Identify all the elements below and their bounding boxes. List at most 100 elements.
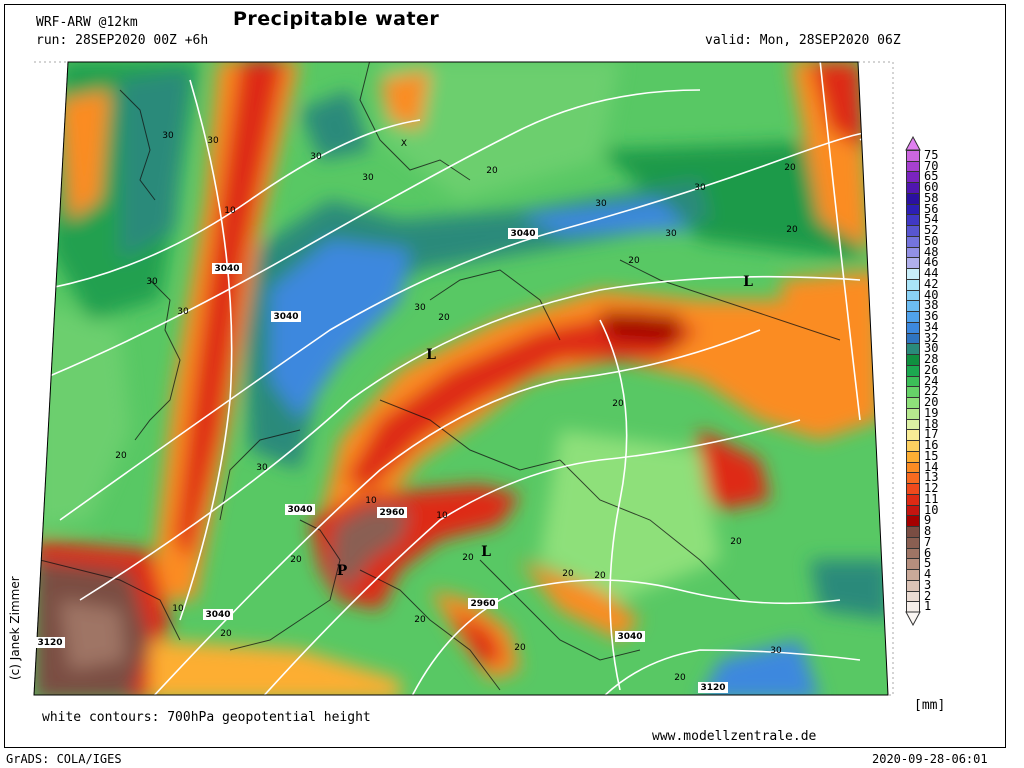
contour-label: 30 bbox=[770, 646, 782, 656]
contour-label-box bbox=[698, 682, 728, 693]
colorbar-label: 34 bbox=[924, 319, 939, 334]
contour-label-box bbox=[508, 228, 538, 239]
copyright-label: (c) Janek Zimmer bbox=[8, 576, 22, 680]
contour-label: 10 bbox=[172, 604, 184, 614]
pressure-center: L bbox=[481, 544, 491, 560]
colorbar-label: 58 bbox=[924, 190, 939, 205]
colorbar-label: 18 bbox=[924, 416, 939, 431]
colorbar-label: 10 bbox=[924, 502, 939, 517]
contour-label: 30 bbox=[595, 199, 607, 209]
contour-label: 20 bbox=[438, 313, 450, 323]
contour-label: 30 bbox=[665, 229, 677, 239]
contour-label: 20 bbox=[220, 629, 232, 639]
pressure-center: P bbox=[337, 563, 348, 579]
contour-label: 3040 bbox=[214, 264, 239, 274]
colorbar-label: 44 bbox=[924, 266, 939, 281]
colorbar-label: 22 bbox=[924, 384, 939, 399]
colorbar-label: 56 bbox=[924, 201, 939, 216]
contour-label: 30 bbox=[256, 463, 268, 473]
coastlines bbox=[39, 62, 841, 691]
figure-frame bbox=[4, 4, 1006, 748]
colorbar-label: 15 bbox=[924, 448, 939, 463]
colorbar-label: 5 bbox=[924, 556, 932, 571]
contour-label: 30 bbox=[694, 183, 706, 193]
colorbar-label: 48 bbox=[924, 244, 939, 259]
colorbar-label: 1 bbox=[924, 599, 932, 614]
contour-label-box bbox=[203, 609, 233, 620]
colorbar-label: 54 bbox=[924, 212, 939, 227]
contour-note: white contours: 700hPa geopotential heig… bbox=[42, 710, 371, 725]
colorbar-label: 28 bbox=[924, 352, 939, 367]
colorbar-label: 36 bbox=[924, 309, 939, 324]
contour-label: 20 bbox=[486, 166, 498, 176]
contour-label: 20 bbox=[414, 615, 426, 625]
pressure-center: L bbox=[426, 347, 436, 363]
valid-time-label: valid: Mon, 28SEP2020 06Z bbox=[705, 33, 901, 48]
colorbar-label: 2 bbox=[924, 588, 932, 603]
contour-label: 20 bbox=[462, 553, 474, 563]
colorbar-label: 50 bbox=[924, 233, 939, 248]
contour-label-box bbox=[615, 631, 645, 642]
contour-label-box bbox=[468, 598, 498, 609]
contour-label: 30 bbox=[207, 136, 219, 146]
colorbar-label: 26 bbox=[924, 362, 939, 377]
contour-label: 3040 bbox=[273, 312, 298, 322]
colorbar-label: 40 bbox=[924, 287, 939, 302]
colorbar-label: 17 bbox=[924, 427, 939, 442]
colorbar-label: 70 bbox=[924, 158, 939, 173]
contour-label: 3120 bbox=[700, 683, 725, 693]
contour-label: 20 bbox=[628, 256, 640, 266]
contour-label: 20 bbox=[674, 673, 686, 683]
geopotential-contours bbox=[39, 62, 868, 695]
contour-label: 2960 bbox=[470, 599, 495, 609]
colorbar-label: 75 bbox=[924, 148, 939, 162]
website-label: www.modellzentrale.de bbox=[652, 729, 817, 744]
colorbar-label: 13 bbox=[924, 470, 939, 485]
colorbar-label: 8 bbox=[924, 524, 932, 539]
colorbar-label: 16 bbox=[924, 438, 939, 453]
colorbar-arrows bbox=[905, 136, 921, 626]
pressure-center: L bbox=[743, 274, 753, 290]
contour-label: 30 bbox=[310, 152, 322, 162]
contour-label-box bbox=[377, 507, 407, 518]
colorbar-label: 11 bbox=[924, 491, 939, 506]
contour-label: 3120 bbox=[37, 638, 62, 648]
contour-label-box bbox=[212, 263, 242, 274]
contour-label: 20 bbox=[290, 555, 302, 565]
contour-label: X bbox=[401, 139, 407, 149]
timestamp-label: 2020-09-28-06:01 bbox=[872, 752, 988, 766]
contour-label: 3040 bbox=[287, 505, 312, 515]
contour-label: 20 bbox=[784, 163, 796, 173]
colorbar-label: 42 bbox=[924, 276, 939, 291]
colorbar-label: 52 bbox=[924, 223, 939, 238]
colorbar-label: 3 bbox=[924, 577, 932, 592]
colorbar-label: 46 bbox=[924, 255, 939, 270]
run-label: run: 28SEP2020 00Z +6h bbox=[36, 33, 209, 48]
contour-label: 3040 bbox=[205, 610, 230, 620]
colorbar-label: 9 bbox=[924, 513, 932, 528]
contour-label-box bbox=[35, 637, 65, 648]
colorbar-label: 14 bbox=[924, 459, 939, 474]
colorbar-label: 20 bbox=[924, 395, 939, 410]
contour-label: 20 bbox=[514, 643, 526, 653]
colorbar-label: 65 bbox=[924, 169, 939, 184]
colorbar-label: 19 bbox=[924, 405, 939, 420]
contour-label: 30 bbox=[162, 131, 174, 141]
pressure-centers: L L L P bbox=[337, 274, 753, 579]
contour-label: 20 bbox=[562, 569, 574, 579]
colorbar-label: 60 bbox=[924, 180, 939, 195]
contour-label: 20 bbox=[612, 399, 624, 409]
colorbar-label: 32 bbox=[924, 330, 939, 345]
colorbar-label: 30 bbox=[924, 341, 939, 356]
contour-label: 20 bbox=[115, 451, 127, 461]
contour-label-box bbox=[271, 311, 301, 322]
contour-label: 2960 bbox=[379, 508, 404, 518]
colorbar-label: 4 bbox=[924, 567, 932, 582]
contour-label: 30 bbox=[177, 307, 189, 317]
contour-label: 10 bbox=[224, 206, 236, 216]
contour-label: 30 bbox=[146, 277, 158, 287]
contour-label: 30 bbox=[362, 173, 374, 183]
colorbar-label: 38 bbox=[924, 298, 939, 313]
unit-label: [mm] bbox=[914, 698, 946, 713]
